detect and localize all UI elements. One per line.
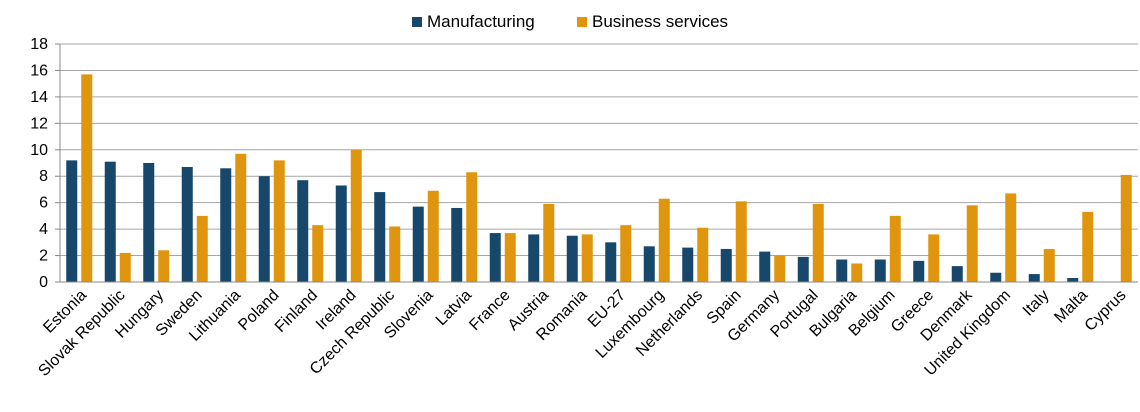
category-label: Cyprus (1082, 287, 1130, 335)
y-tick-label: 4 (39, 221, 48, 238)
bar-manufacturing-greece (913, 260, 925, 282)
bar-manufacturing-romania (566, 235, 578, 282)
y-tick-label: 0 (39, 274, 48, 291)
bar-manufacturing-austria (528, 234, 540, 282)
bar-business-services-malta (1082, 211, 1094, 282)
y-tick-labels: 0 2 4 6 8 10 12 14 16 18 (30, 36, 48, 291)
category-label: France (466, 287, 513, 334)
y-tick-label: 18 (30, 36, 48, 53)
bar-manufacturing-luxembourg (643, 246, 655, 282)
bar-business-services-slovak-republic (119, 252, 131, 282)
legend-swatch (577, 17, 587, 27)
bar-business-services-spain (735, 201, 747, 282)
bar-manufacturing-hungary (143, 163, 155, 282)
bar-business-services-slovenia (427, 190, 439, 282)
bar-manufacturing-portugal (797, 256, 809, 282)
bars (66, 74, 1132, 282)
bar-manufacturing-italy (1028, 274, 1040, 282)
y-tick-label: 12 (30, 115, 48, 132)
bar-business-services-netherlands (697, 227, 709, 282)
bar-business-services-bulgaria (851, 263, 863, 282)
y-tick-label: 2 (39, 248, 48, 265)
bar-manufacturing-germany (759, 251, 771, 282)
category-label: Italy (1020, 287, 1053, 320)
bar-manufacturing-czech-republic (374, 192, 386, 282)
bar-manufacturing-malta (1067, 278, 1079, 282)
bar-manufacturing-france (489, 233, 501, 282)
bar-business-services-luxembourg (658, 198, 670, 282)
bar-business-services-ireland (350, 149, 362, 282)
bar-business-services-denmark (966, 205, 978, 282)
bar-business-services-hungary (158, 250, 170, 282)
bar-manufacturing-belgium (874, 259, 886, 282)
bar-manufacturing-ireland (335, 185, 347, 282)
y-tick-label: 10 (30, 142, 48, 159)
bar-business-services-sweden (196, 215, 208, 282)
bar-business-services-greece (928, 234, 940, 282)
bar-manufacturing-united-kingdom (990, 272, 1002, 282)
bar-business-services-eu-27 (620, 225, 632, 282)
bar-manufacturing-eu-27 (605, 242, 617, 282)
bar-manufacturing-spain (720, 248, 732, 282)
legend-label: Business services (592, 12, 728, 31)
bar-manufacturing-finland (297, 180, 309, 282)
bar-manufacturing-denmark (951, 266, 963, 282)
bar-manufacturing-poland (258, 176, 270, 282)
y-tick-label: 6 (39, 195, 48, 212)
bar-business-services-finland (312, 225, 324, 282)
legend: Manufacturing Business services (412, 12, 728, 31)
legend-label: Manufacturing (427, 12, 535, 31)
bar-business-services-latvia (466, 172, 478, 282)
bar-business-services-czech-republic (389, 226, 401, 282)
legend-swatch (412, 17, 422, 27)
bar-business-services-poland (273, 160, 285, 282)
bar-manufacturing-latvia (451, 207, 463, 282)
bar-business-services-belgium (889, 215, 901, 282)
bar-business-services-france (504, 233, 516, 282)
y-tick-label: 8 (39, 168, 48, 185)
bar-business-services-lithuania (235, 153, 247, 282)
bar-business-services-romania (581, 234, 593, 282)
y-tick-label: 14 (30, 89, 48, 106)
bar-business-services-cyprus (1120, 174, 1132, 282)
y-tick-label: 16 (30, 62, 48, 79)
bar-manufacturing-netherlands (682, 247, 694, 282)
bar-business-services-united-kingdom (1005, 193, 1017, 282)
bar-manufacturing-slovenia (412, 206, 424, 282)
bar-manufacturing-lithuania (220, 168, 232, 282)
bar-manufacturing-slovak-republic (104, 161, 116, 282)
bar-manufacturing-estonia (66, 160, 78, 282)
bar-business-services-italy (1043, 248, 1055, 282)
axes (55, 43, 1138, 283)
bar-business-services-estonia (81, 74, 93, 282)
bar-business-services-germany (774, 255, 786, 282)
bar-business-services-austria (543, 203, 555, 282)
category-label: Finland (272, 287, 321, 336)
bar-manufacturing-sweden (181, 166, 193, 282)
bar-manufacturing-bulgaria (836, 259, 848, 282)
bar-business-services-portugal (812, 203, 824, 282)
